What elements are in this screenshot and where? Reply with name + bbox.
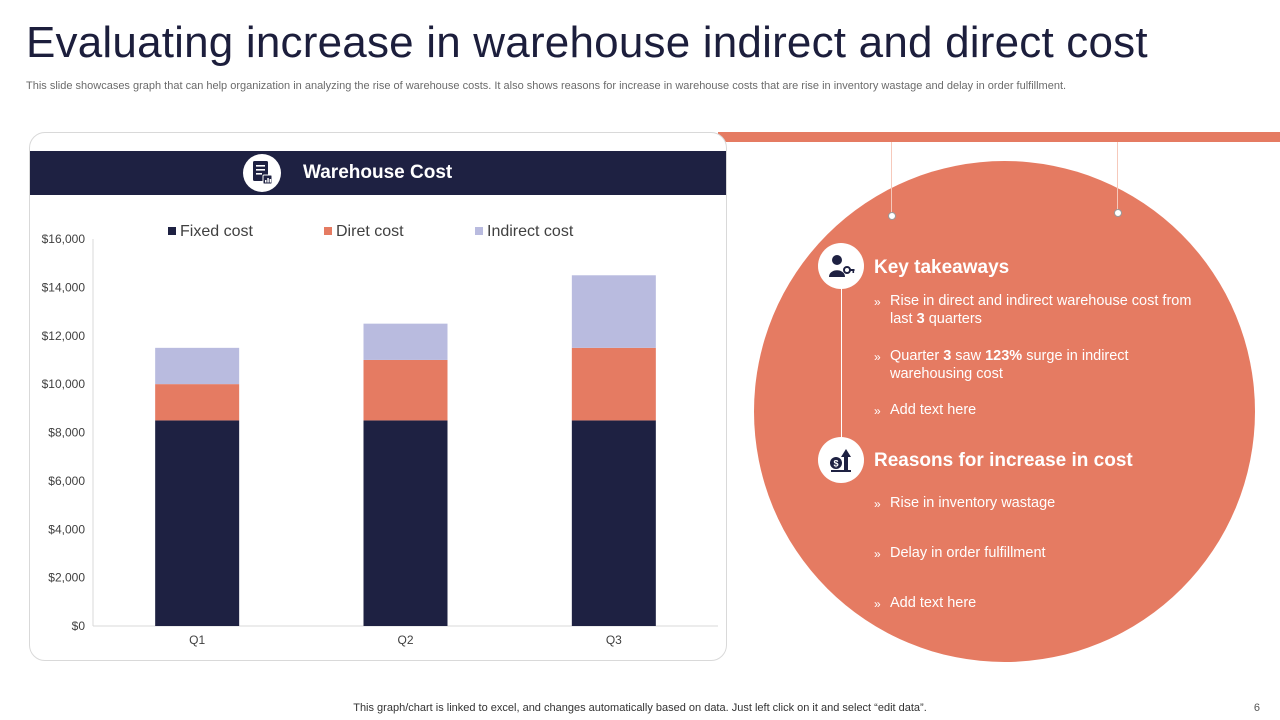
legend-label: Diret cost [336, 223, 404, 240]
chevron-right-icon: » [874, 597, 881, 611]
bar-q3-indirect-cost [571, 275, 656, 348]
text-segment: Rise in direct and indirect warehouse co… [890, 293, 1192, 327]
accent-bar [718, 132, 1280, 142]
y-tick-label: $14,000 [42, 280, 86, 294]
legend-swatch [475, 227, 483, 235]
svg-text:$: $ [833, 459, 838, 469]
y-tick-label: $8,000 [48, 426, 85, 440]
text-segment: 123% [985, 348, 1023, 364]
takeaway-item-2: » Quarter 3 saw 123% surge in indirect w… [874, 347, 1214, 383]
y-tick-label: $6,000 [48, 474, 85, 488]
text-segment: Add text here [890, 402, 977, 418]
chart-card-header: Warehouse Cost [30, 151, 726, 195]
chevron-right-icon: » [874, 497, 881, 511]
text-segment: quarters [924, 311, 982, 327]
x-tick-label: Q2 [397, 633, 413, 647]
document-chart-icon [243, 154, 281, 192]
text-segment: surge in indirect warehousing cost [890, 348, 1129, 382]
chevron-right-icon: » [874, 350, 881, 364]
takeaway-text-3: Add text here [890, 401, 976, 419]
text-segment: Add text here [890, 595, 977, 611]
page-subtitle: This slide showcases graph that can help… [26, 80, 1067, 92]
chevron-right-icon: » [874, 547, 881, 561]
legend-label: Fixed cost [180, 223, 253, 240]
text-segment: Quarter [890, 348, 944, 364]
warehouse-cost-chart[interactable]: $0 $2,000 $4,000 $6,000 $8,000 $10,000 $12,000… [30, 133, 726, 660]
y-tick-label: $16,000 [42, 232, 86, 246]
reasons-title: Reasons for increase in cost [874, 450, 1133, 471]
text-segment: Rise in inventory wastage [890, 495, 1056, 511]
legend-swatch [168, 227, 176, 235]
x-tick-label: Q1 [189, 633, 205, 647]
legend-label: Indirect cost [487, 223, 574, 240]
hanging-dot-left [888, 212, 896, 220]
bar-q1-fixed-cost [155, 420, 240, 626]
text-segment: Delay in order fulfillment [890, 545, 1046, 561]
bar-q3-diret-cost [571, 347, 656, 421]
chevron-right-icon: » [874, 295, 881, 309]
takeaway-text-2: Quarter 3 saw 123% surge in indirect war… [890, 347, 1214, 383]
footer-note: This graph/chart is linked to excel, and… [353, 702, 927, 714]
reason-item-1: » Rise in inventory wastage [874, 494, 1214, 513]
page-number: 6 [1253, 702, 1260, 714]
chevron-right-icon: » [874, 404, 881, 418]
bar-q2-diret-cost [363, 359, 448, 421]
key-takeaways-title: Key takeaways [874, 257, 1010, 278]
reason-text-1: Rise in inventory wastage [890, 494, 1055, 512]
text-segment: 3 [943, 348, 952, 364]
takeaway-text-1: Rise in direct and indirect warehouse co… [890, 292, 1214, 328]
text-segment: 3 [916, 311, 925, 327]
bar-q3-fixed-cost [571, 420, 656, 626]
timeline-line [841, 285, 842, 445]
y-tick-label: $0 [72, 619, 86, 633]
hanging-line-left [891, 142, 892, 214]
y-tick-label: $2,000 [48, 571, 85, 585]
text-segment: saw [951, 348, 986, 364]
y-tick-label: $4,000 [48, 522, 85, 536]
bar-q2-fixed-cost [363, 420, 448, 626]
takeaway-item-3: » Add text here [874, 401, 1214, 420]
person-key-icon [818, 243, 864, 289]
hanging-line-right [1117, 142, 1118, 210]
money-rise-icon: $ [818, 437, 864, 483]
bar-q2-indirect-cost [363, 323, 448, 360]
chart-title: Warehouse Cost [303, 162, 453, 183]
hanging-dot-right [1114, 209, 1122, 217]
chart-card: Warehouse Cost $0 $2,000 $4,000 $6,000 $8,00… [29, 132, 727, 661]
reason-item-3: » Add text here [874, 594, 1214, 613]
reason-text-3: Add text here [890, 594, 976, 612]
y-tick-label: $10,000 [42, 377, 86, 391]
takeaway-item-1: » Rise in direct and indirect warehouse … [874, 292, 1214, 328]
x-tick-label: Q3 [606, 633, 622, 647]
reason-item-2: » Delay in order fulfillment [874, 544, 1214, 563]
page-title: Evaluating increase in warehouse indirec… [26, 18, 1148, 67]
reason-text-2: Delay in order fulfillment [890, 544, 1046, 562]
bar-q1-diret-cost [155, 384, 240, 421]
bar-q1-indirect-cost [155, 347, 240, 385]
y-tick-label: $12,000 [42, 329, 86, 343]
legend-swatch [324, 227, 332, 235]
